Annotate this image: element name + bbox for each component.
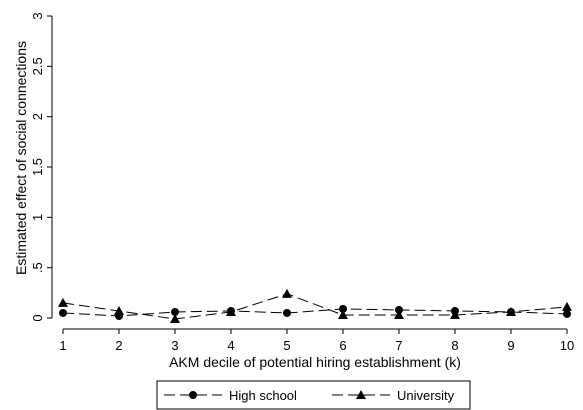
- data-point-university: [170, 314, 180, 324]
- data-point-high-school: [171, 307, 179, 316]
- x-tick-label: 5: [283, 338, 290, 353]
- data-point-university: [282, 288, 292, 298]
- x-tick-label: 6: [339, 338, 346, 353]
- x-tick-label: 9: [507, 338, 514, 353]
- legend-marker-university: [356, 390, 366, 399]
- legend-marker-high-school: [189, 391, 197, 399]
- legend-box: [156, 380, 471, 410]
- legend-label-high-school: High school: [229, 388, 297, 403]
- y-tick-label: 2.5: [30, 57, 45, 75]
- x-tick-label: 2: [115, 338, 122, 353]
- data-point-university: [58, 297, 68, 307]
- data-point-high-school: [59, 308, 67, 317]
- data-point-university: [506, 306, 516, 316]
- y-tick-label: 0: [30, 314, 45, 321]
- data-point-university: [226, 306, 236, 316]
- x-tick-label: 10: [560, 338, 574, 353]
- data-point-high-school: [395, 305, 403, 314]
- legend-label-university: University: [397, 388, 455, 403]
- y-axis-title: Estimated effect of social connections: [13, 41, 29, 275]
- x-tick-label: 7: [395, 338, 402, 353]
- data-point-university: [338, 309, 348, 319]
- x-tick-label: 8: [451, 338, 458, 353]
- data-point-university: [394, 309, 404, 319]
- data-point-university: [562, 301, 572, 311]
- series-line-university: [62, 293, 568, 320]
- y-tick-label: 3: [30, 12, 45, 19]
- x-tick-label: 1: [59, 338, 66, 353]
- y-tick-label: .5: [30, 262, 45, 273]
- data-point-high-school: [339, 304, 347, 313]
- series-line-high-school: [62, 308, 568, 317]
- data-point-high-school: [283, 308, 291, 317]
- x-axis-title: AKM decile of potential hiring establish…: [169, 354, 461, 370]
- y-tick-label: 1.5: [30, 158, 45, 176]
- x-tick-label: 3: [171, 338, 178, 353]
- data-point-high-school: [563, 309, 571, 318]
- data-point-university: [450, 309, 460, 319]
- y-tick-label: 1: [30, 214, 45, 221]
- y-tick-label: 2: [30, 113, 45, 120]
- x-tick-label: 4: [227, 338, 234, 353]
- data-point-university: [114, 305, 124, 315]
